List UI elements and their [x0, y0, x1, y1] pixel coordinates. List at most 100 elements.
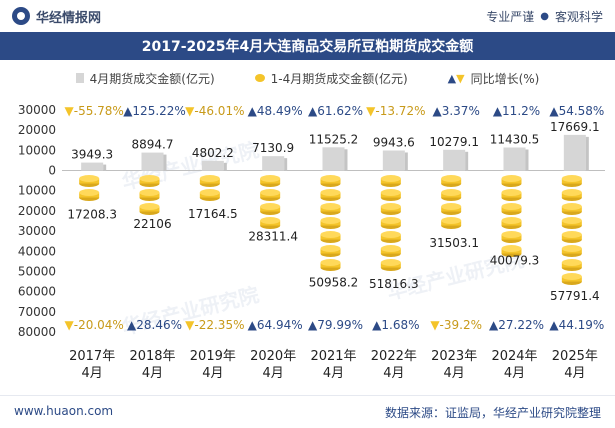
up-triangle-icon: ▲ — [248, 318, 258, 332]
monthly-bar-label: 7130.9 — [252, 141, 294, 155]
growth-top-value: -55.78% — [74, 104, 124, 118]
coin-top — [380, 175, 401, 183]
x-category-line: 4月 — [142, 366, 163, 381]
coin-top — [320, 203, 341, 211]
coin-top — [561, 175, 582, 183]
coin-top — [320, 259, 341, 267]
coin-top — [441, 175, 462, 183]
y-tick-label: 60000 — [18, 285, 56, 299]
growth-bottom-label: ▲64.94% — [248, 318, 303, 332]
monthly-bar-label: 4802.2 — [192, 146, 234, 160]
y-tick-label: 20000 — [18, 123, 56, 137]
monthly-bar-label: 9943.6 — [373, 135, 415, 149]
up-triangle-icon: ▲ — [248, 104, 258, 118]
x-category-label: 2018年 4月 — [129, 349, 175, 381]
chart-title: 2017-2025年4月大连商品交易所豆粕期货成交金额 — [0, 32, 615, 60]
footer-site-link[interactable]: www.huaon.com — [14, 404, 114, 418]
y-tick-label: 10000 — [18, 143, 56, 157]
x-category-line: 2022年 — [371, 349, 417, 364]
x-category-label: 2019年 4月 — [190, 349, 236, 381]
coin-top — [561, 245, 582, 253]
monthly-bar — [201, 160, 224, 171]
up-triangle-icon: ▲ — [308, 104, 318, 118]
legend-coin-icon — [254, 74, 265, 82]
growth-top-label: ▲11.2% — [493, 104, 540, 118]
cumulative-label: 50958.2 — [309, 275, 359, 289]
monthly-bar-label: 11430.5 — [490, 132, 540, 146]
growth-top-value: 125.22% — [132, 104, 185, 118]
monthly-bar — [262, 156, 285, 171]
down-triangle-icon: ▼ — [366, 104, 376, 118]
x-category-label: 2021年 4月 — [310, 349, 356, 381]
x-category-line: 4月 — [323, 366, 344, 381]
cumulative-label: 17164.5 — [188, 207, 238, 221]
legend-item-growth[interactable]: ▲▼ 同比增长(%) — [448, 70, 540, 87]
monthly-bar — [141, 152, 164, 171]
up-triangle-icon: ▲ — [493, 104, 503, 118]
growth-top-label: ▲48.49% — [248, 104, 303, 118]
legend-item-cumulative[interactable]: 1-4月期货成交金额(亿元) — [254, 70, 408, 87]
coin-top — [139, 189, 160, 197]
cumulative-label: 17208.3 — [67, 207, 117, 221]
coin-top — [260, 175, 281, 183]
x-category-label: 2023年 4月 — [431, 349, 477, 381]
chart-svg: 30000 20000 10000 0 10000 20000 30000 40000 5000… — [18, 103, 605, 381]
brand-name: 华经情报网 — [36, 10, 102, 26]
coin-top — [561, 259, 582, 267]
brand[interactable]: 华经情报网 — [12, 6, 101, 26]
growth-top-label: ▲125.22% — [123, 104, 186, 118]
x-category-line: 2023年 — [431, 349, 477, 364]
coin-top — [260, 189, 281, 197]
growth-top-label: ▼-13.72% — [366, 104, 425, 118]
coin-top — [501, 175, 522, 183]
x-category-line: 2017年 — [69, 349, 115, 364]
monthly-bar — [503, 147, 526, 171]
x-category-label: 2022年 4月 — [371, 349, 417, 381]
coin-top — [260, 203, 281, 211]
growth-top-label: ▲54.58% — [549, 104, 604, 118]
legend-bar-icon — [75, 73, 84, 83]
growth-bottom-value: -20.04% — [74, 318, 124, 332]
x-category-line: 4月 — [504, 366, 525, 381]
growth-top-value: 61.62% — [317, 104, 363, 118]
y-tick-label: 20000 — [18, 204, 56, 218]
growth-top-value: 54.58% — [559, 104, 605, 118]
up-triangle-icon: ▲ — [308, 318, 318, 332]
footer-source: 数据来源：证监局，华经产业研究院整理 — [384, 406, 601, 420]
coin-top — [441, 203, 462, 211]
coin-top — [320, 231, 341, 239]
up-triangle-icon: ▲ — [372, 318, 382, 332]
down-triangle-icon: ▼ — [65, 318, 75, 332]
coin-top — [320, 217, 341, 225]
legend-item-monthly[interactable]: 4月期货成交金额(亿元) — [75, 70, 215, 87]
monthly-bar-label: 17669.1 — [550, 120, 600, 134]
coin-top — [501, 245, 522, 253]
cumulative-label: 31503.1 — [429, 236, 479, 250]
growth-bottom-label: ▲44.19% — [549, 318, 604, 332]
coin-top — [380, 259, 401, 267]
monthly-bar — [81, 162, 104, 171]
monthly-bar-side — [585, 136, 589, 171]
monthly-bar-label: 11525.2 — [309, 132, 359, 146]
coin-top — [380, 203, 401, 211]
monthly-bar-label: 8894.7 — [132, 138, 174, 152]
coin-top — [561, 189, 582, 197]
growth-bottom-label: ▲28.46% — [127, 318, 182, 332]
coin-top — [199, 175, 220, 183]
x-category-line: 4月 — [383, 366, 404, 381]
down-triangle-icon: ▼ — [430, 318, 440, 332]
coin-top — [501, 217, 522, 225]
x-category-line: 2021年 — [310, 349, 356, 364]
legend-label-monthly: 4月期货成交金额(亿元) — [89, 71, 215, 86]
coin-top — [441, 217, 462, 225]
cumulative-label: 40079.3 — [490, 253, 540, 267]
cumulative-label: 51816.3 — [369, 277, 419, 291]
coin-top — [139, 175, 160, 183]
x-category-label: 2017年 4月 — [69, 349, 115, 381]
coin-top — [501, 203, 522, 211]
footer: www.huaon.com 数据来源：证监局，华经产业研究院整理 — [0, 395, 615, 428]
coin-top — [561, 231, 582, 239]
coin-top — [380, 245, 401, 253]
up-triangle-icon: ▲ — [549, 318, 559, 332]
y-tick-label: 70000 — [18, 305, 56, 319]
